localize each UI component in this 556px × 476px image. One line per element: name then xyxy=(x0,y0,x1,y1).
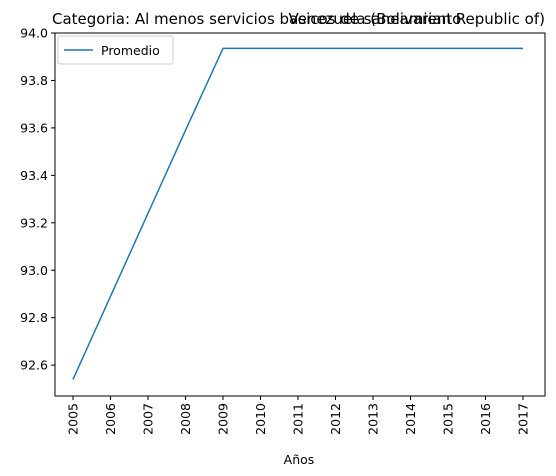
x-axis: 2005 2006 2007 2008 2009 2010 2011 2012 2013 2014… xyxy=(66,396,531,435)
x-tick-label: 2015 xyxy=(441,403,456,435)
y-axis: 92.6 92.8 93.0 93.2 93.4 93.6 93.8 94.0 xyxy=(20,26,55,373)
chart-title-right: Venezuela (Bolivarian Republic of) xyxy=(288,10,545,28)
x-tick-label: 2010 xyxy=(253,403,268,435)
x-tick-label: 2007 xyxy=(141,403,156,435)
y-tick-label: 93.2 xyxy=(20,215,48,230)
x-tick-label: 2012 xyxy=(328,403,343,435)
legend-label-promedio: Promedio xyxy=(101,43,160,58)
x-tick-label: 2016 xyxy=(478,403,493,435)
legend-box xyxy=(57,35,174,65)
x-tick-label: 2006 xyxy=(103,403,118,435)
x-tick-label: 2011 xyxy=(291,403,306,435)
x-tick-label: 2017 xyxy=(516,403,531,435)
x-tick-label: 2008 xyxy=(178,403,193,435)
y-tick-label: 92.6 xyxy=(20,358,48,373)
y-tick-label: 93.6 xyxy=(20,120,48,135)
x-tick-label: 2013 xyxy=(366,403,381,435)
y-tick-label: 92.8 xyxy=(20,310,48,325)
legend: Promedio xyxy=(57,35,174,65)
y-tick-label: 93.0 xyxy=(20,263,48,278)
series-line-promedio xyxy=(72,47,523,380)
y-tick-label: 94.0 xyxy=(20,26,48,41)
x-tick-label: 2009 xyxy=(216,403,231,435)
series-group xyxy=(72,47,523,380)
x-axis-label: Años xyxy=(284,452,315,467)
x-tick-label: 2005 xyxy=(66,403,81,435)
plot-area xyxy=(54,32,546,397)
y-tick-label: 93.8 xyxy=(20,73,48,88)
x-tick-label: 2014 xyxy=(403,403,418,435)
chart-title-left: Categoria: Al menos servicios basicos de… xyxy=(52,10,461,28)
y-tick-label: 93.4 xyxy=(20,168,48,183)
